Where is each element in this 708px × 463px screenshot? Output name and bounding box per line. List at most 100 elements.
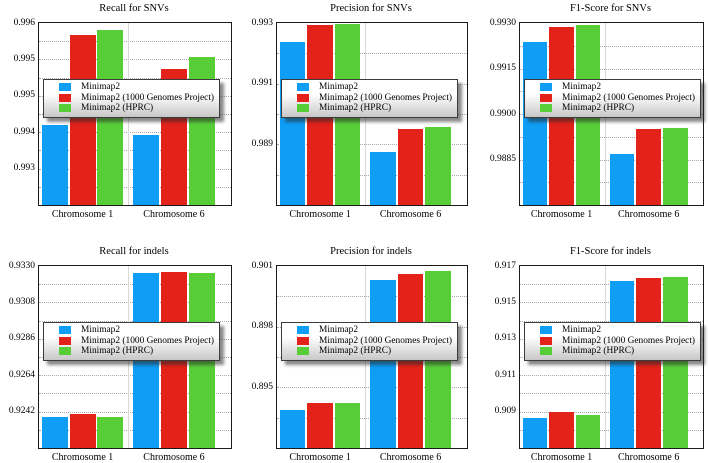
legend-row: Minimap2 (HPRC)	[525, 346, 700, 357]
legend-color-swatch-icon	[540, 104, 552, 113]
x-tick-label: Chromosome 6	[617, 452, 680, 463]
chart-title: F1-Score for SNVs	[569, 3, 652, 14]
legend-row: Minimap2	[282, 325, 457, 336]
bar	[133, 134, 160, 205]
legend-color-swatch-icon	[540, 347, 552, 356]
legend: Minimap2 Minimap2 (1000 Genomes Project) M…	[524, 79, 701, 118]
legend-label: Minimap2 (1000 Genomes Project)	[562, 335, 696, 346]
gridline	[39, 41, 231, 43]
x-tick-label: Chromosome 1	[289, 209, 351, 220]
bar	[609, 280, 635, 448]
bar	[279, 409, 306, 448]
chart-panel-precision-indels: Precision for indels 0.901 0.898 0.895 Chrom…	[236, 232, 472, 463]
legend-color-swatch-icon	[297, 326, 309, 335]
bar	[397, 128, 424, 205]
bar	[397, 273, 424, 448]
y-tick-label: 0.895	[251, 381, 273, 392]
legend: Minimap2 Minimap2 (1000 Genomes Project) M…	[281, 79, 458, 118]
y-tick-label: 0.994	[13, 126, 35, 137]
y-tick-label: 0.909	[494, 406, 516, 417]
legend-row: Minimap2	[525, 325, 700, 336]
x-tick-label: Chromosome 1	[530, 209, 593, 220]
legend-color-swatch-icon	[59, 83, 71, 92]
legend-color-swatch-icon	[297, 336, 309, 345]
y-tick-label: 0.898	[251, 321, 273, 332]
legend-label: Minimap2 (1000 Genomes Project)	[81, 335, 215, 346]
legend-row: Minimap2	[282, 82, 457, 93]
bar	[97, 416, 124, 448]
plot-area: 0.9330 0.9308 0.9286 0.9264 0.9242 Chromosome…	[9, 261, 232, 463]
legend-label: Minimap2	[562, 325, 602, 336]
y-tick-label: 0.9308	[8, 296, 35, 307]
gridline	[39, 59, 231, 61]
gridline	[277, 144, 467, 146]
y-tick-label: 0.915	[494, 296, 516, 307]
legend-row: Minimap2	[44, 325, 219, 336]
chart-title: Recall for SNVs	[99, 3, 169, 14]
y-tick-label: 0.995	[13, 90, 35, 101]
chart-title: Recall for indels	[99, 246, 169, 257]
chart-panel-recall-indels: Recall for indels 0.9330 0.9308 0.9286 0.926…	[0, 232, 236, 463]
bar	[636, 128, 661, 205]
y-tick-label: 0.9885	[489, 154, 516, 164]
chart-title: F1-Score for indels	[569, 246, 652, 257]
legend-color-swatch-icon	[59, 93, 71, 102]
chart-panel-f1-snvs: F1-Score for SNVs 0.9930 0.9915 0.9900 0.988…	[472, 0, 708, 232]
gridline	[520, 136, 703, 138]
legend-label: Minimap2	[81, 82, 121, 93]
y-tick-label: 0.9930	[489, 17, 516, 28]
y-tick-label: 0.913	[494, 333, 516, 344]
bar	[133, 273, 160, 448]
chart-panel-recall-snvs: Recall for SNVs 0.996 0.995 0.995 0.994 0.993…	[0, 0, 236, 232]
bar	[662, 127, 688, 205]
legend-label: Minimap2	[81, 325, 121, 336]
bar	[636, 278, 661, 448]
legend: Minimap2 Minimap2 (1000 Genomes Project) M…	[524, 322, 701, 361]
bar	[522, 417, 548, 448]
x-tick-label: Chromosome 1	[289, 452, 351, 463]
chart-inner: Recall for SNVs 0.996 0.995 0.995 0.994 0.993…	[0, 0, 236, 221]
x-tick-label: Chromosome 6	[143, 209, 205, 220]
legend: Minimap2 Minimap2 (1000 Genomes Project) M…	[43, 79, 220, 118]
legend-row: Minimap2 (HPRC)	[44, 103, 219, 114]
legend-color-swatch-icon	[297, 93, 309, 102]
bar	[69, 35, 96, 205]
x-tick-label: Chromosome 1	[530, 452, 593, 463]
legend-label: Minimap2 (1000 Genomes Project)	[319, 335, 453, 346]
legend-label: Minimap2	[319, 82, 359, 93]
legend-row: Minimap2 (1000 Genomes Project)	[44, 336, 219, 347]
bar	[575, 414, 601, 448]
legend-color-swatch-icon	[540, 83, 552, 92]
legend-label: Minimap2 (HPRC)	[562, 346, 635, 357]
y-tick-label: 0.996	[13, 17, 35, 28]
bar	[307, 402, 333, 448]
legend-row: Minimap2 (1000 Genomes Project)	[525, 93, 700, 104]
x-tick-label: Chromosome 6	[617, 209, 680, 220]
legend-row: Minimap2 (1000 Genomes Project)	[282, 93, 457, 104]
legend-row: Minimap2 (HPRC)	[44, 346, 219, 357]
x-tick-label: Chromosome 1	[51, 452, 114, 463]
legend-row: Minimap2 (1000 Genomes Project)	[44, 93, 219, 104]
legend-color-swatch-icon	[540, 336, 552, 345]
legend-color-swatch-icon	[540, 326, 552, 335]
bar	[41, 417, 68, 448]
gridline	[520, 68, 703, 70]
plot-area: 0.901 0.898 0.895 Chromosome 1 Chromosome 6 M…	[252, 261, 468, 463]
y-tick-label: 0.9330	[8, 260, 35, 271]
legend-label: Minimap2 (1000 Genomes Project)	[562, 92, 696, 103]
chart-inner: Recall for indels 0.9330 0.9308 0.9286 0.926…	[0, 243, 236, 463]
gridline	[520, 45, 703, 47]
legend: Minimap2 Minimap2 (1000 Genomes Project) M…	[281, 322, 458, 361]
legend-label: Minimap2 (1000 Genomes Project)	[319, 92, 453, 103]
y-tick-label: 0.9286	[8, 333, 35, 344]
bar	[69, 414, 96, 448]
legend-row: Minimap2	[44, 82, 219, 93]
gridline	[277, 53, 467, 55]
legend-color-swatch-icon	[540, 93, 552, 102]
legend-label: Minimap2 (HPRC)	[562, 103, 635, 114]
legend-row: Minimap2	[525, 82, 700, 93]
legend-row: Minimap2 (1000 Genomes Project)	[525, 336, 700, 347]
plot-area: 0.996 0.995 0.995 0.994 0.993 Chromosome 1 Chr…	[14, 18, 232, 220]
bar	[370, 151, 396, 205]
bar	[662, 276, 688, 448]
